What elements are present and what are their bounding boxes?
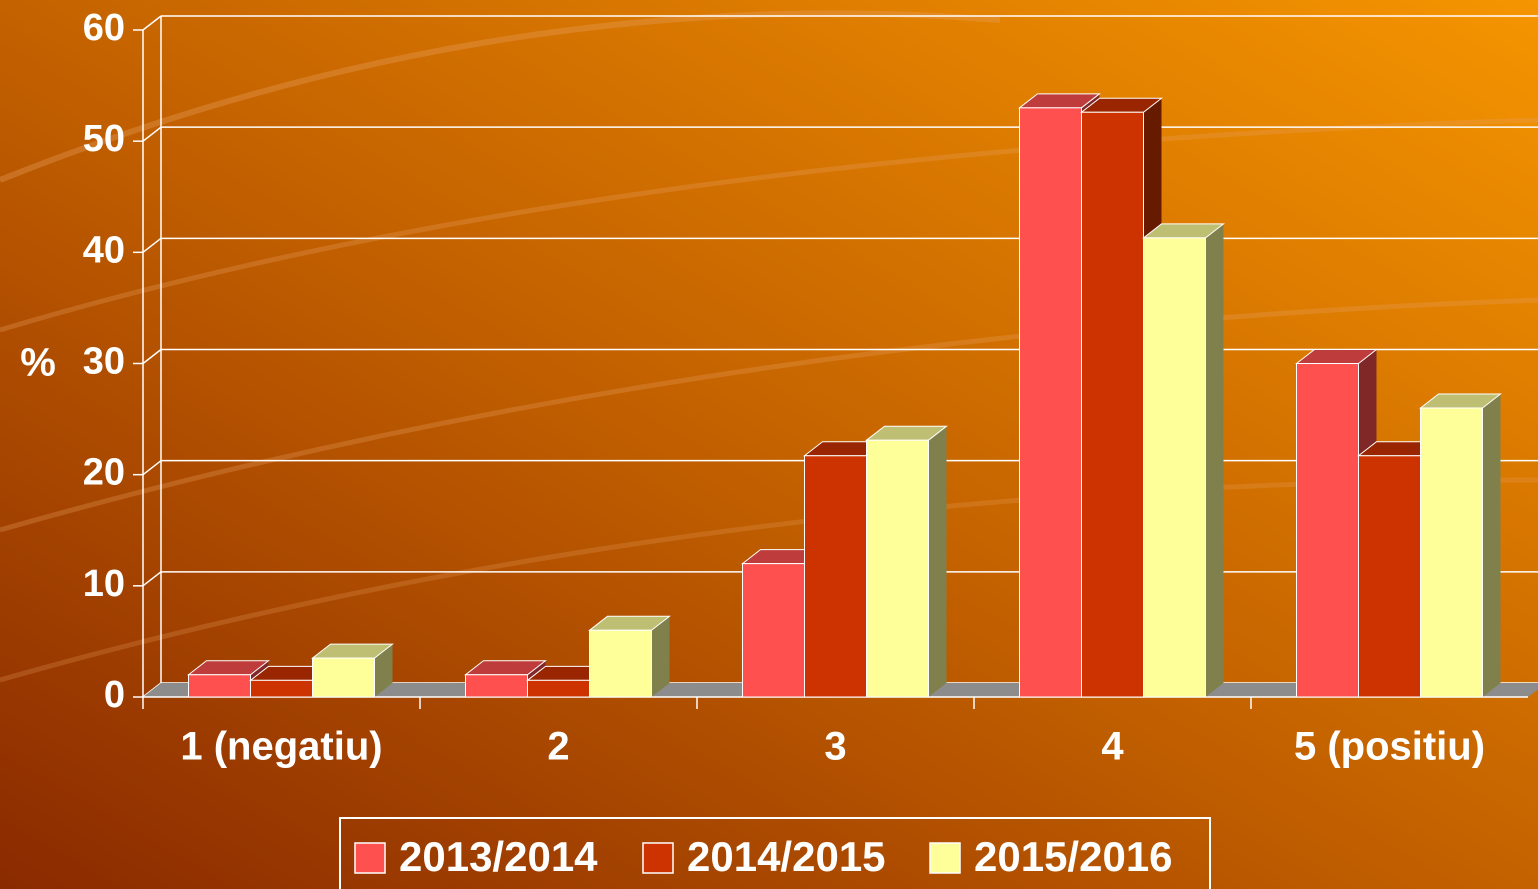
bar-side — [928, 426, 947, 697]
bar — [1296, 363, 1359, 698]
bar-side — [1205, 223, 1224, 698]
grid-line — [142, 571, 162, 587]
bar — [1143, 237, 1206, 698]
legend-label: 2013/2014 — [399, 833, 598, 880]
decor-arc — [0, 477, 1538, 683]
bar — [465, 674, 528, 698]
y-tick-label: 30 — [83, 341, 125, 383]
bar — [250, 679, 313, 698]
legend-box — [339, 817, 1211, 889]
grid-line — [142, 460, 162, 476]
y-tick-label: 50 — [83, 118, 125, 160]
bar — [1019, 107, 1082, 698]
bar — [188, 674, 251, 698]
grid-line — [142, 15, 162, 31]
bar — [866, 439, 929, 698]
y-tick-label: 20 — [83, 452, 125, 494]
grid-line — [142, 237, 162, 253]
bar-side — [1482, 393, 1501, 697]
x-tick-label: 1 (negatiu) — [180, 725, 382, 769]
y-axis-label: % — [20, 341, 56, 385]
bar-side — [651, 616, 670, 697]
legend-label: 2015/2016 — [974, 833, 1173, 880]
y-tick-label: 10 — [83, 563, 125, 605]
legend-label: 2014/2015 — [687, 833, 886, 880]
bar — [1358, 455, 1421, 698]
x-tick-label: 5 (positiu) — [1294, 725, 1485, 769]
bar — [527, 679, 590, 698]
x-tick-label: 4 — [1101, 725, 1124, 769]
bar-side — [374, 644, 393, 697]
legend-swatch — [354, 842, 386, 874]
x-tick-label: 3 — [824, 725, 846, 769]
decor-arc — [0, 117, 1538, 333]
legend-swatch — [929, 842, 961, 874]
y-tick-label: 0 — [104, 674, 125, 716]
bar — [804, 455, 867, 698]
legend-swatch — [642, 842, 674, 874]
bar — [312, 657, 375, 698]
y-tick-label: 40 — [83, 229, 125, 271]
grid-line — [142, 348, 162, 365]
decor-arc — [0, 297, 1538, 533]
bar — [1420, 407, 1483, 698]
grid-line — [142, 126, 162, 142]
x-tick-label: 2 — [547, 725, 569, 769]
bar — [1081, 111, 1144, 698]
y-tick-label: 60 — [83, 7, 125, 49]
decor-arc — [0, 10, 1001, 183]
bar — [589, 629, 652, 698]
bar — [742, 563, 805, 698]
